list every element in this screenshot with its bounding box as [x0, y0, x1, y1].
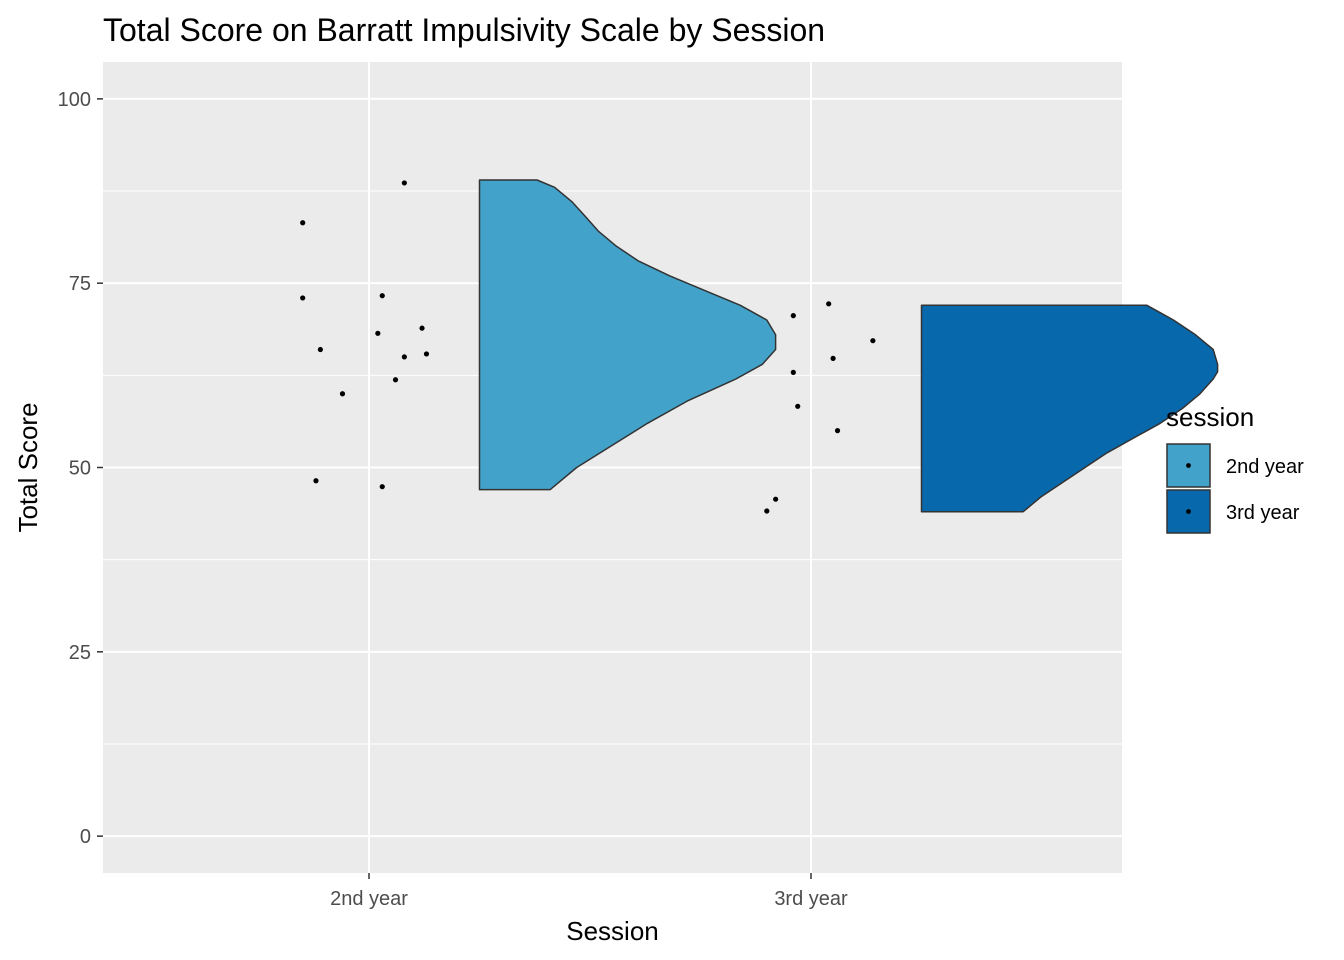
violin-2nd-year: [478, 179, 777, 491]
y-tick-label: 50: [69, 458, 91, 480]
violins: [478, 179, 1219, 513]
data-point: [790, 369, 796, 375]
data-point: [317, 346, 323, 353]
data-points: [300, 180, 876, 514]
data-point: [300, 295, 306, 301]
data-point: [795, 403, 801, 409]
x-tick-label: 3rd year: [774, 888, 848, 910]
data-point: [401, 180, 407, 186]
data-point: [870, 338, 876, 344]
violin-3rd-year: [920, 304, 1219, 513]
y-tick-label: 75: [69, 273, 91, 295]
legend-label: 2nd year: [1226, 456, 1304, 478]
y-tick-label: 25: [69, 642, 91, 664]
data-point: [790, 313, 796, 319]
legend-key-point: [1186, 463, 1191, 468]
data-point: [423, 351, 430, 357]
x-axis-title: Session: [566, 916, 659, 946]
data-point: [401, 354, 407, 360]
legend: session 2nd year 3rd year: [1166, 402, 1304, 534]
data-point: [339, 391, 346, 397]
data-point: [773, 496, 779, 502]
data-point: [834, 428, 841, 434]
data-point: [419, 325, 425, 331]
data-point: [379, 293, 385, 299]
legend-key-point: [1186, 509, 1191, 514]
data-point: [392, 377, 399, 383]
data-point: [379, 484, 385, 490]
x-tick-label: 2nd year: [330, 888, 408, 910]
data-point: [300, 220, 306, 226]
data-point: [826, 301, 832, 307]
data-point: [375, 330, 381, 336]
data-point: [313, 478, 319, 484]
data-point: [764, 508, 770, 514]
data-point: [830, 355, 836, 361]
x-axis: 2nd year 3rd year: [330, 873, 848, 910]
y-tick-label: 100: [58, 89, 91, 111]
legend-label: 3rd year: [1226, 502, 1300, 524]
y-axis: 0 25 50 75 100: [58, 89, 103, 848]
y-axis-title: Total Score: [13, 402, 43, 532]
chart-title: Total Score on Barratt Impulsivity Scale…: [103, 12, 825, 48]
y-tick-label: 0: [80, 826, 91, 848]
legend-title: session: [1166, 402, 1254, 432]
